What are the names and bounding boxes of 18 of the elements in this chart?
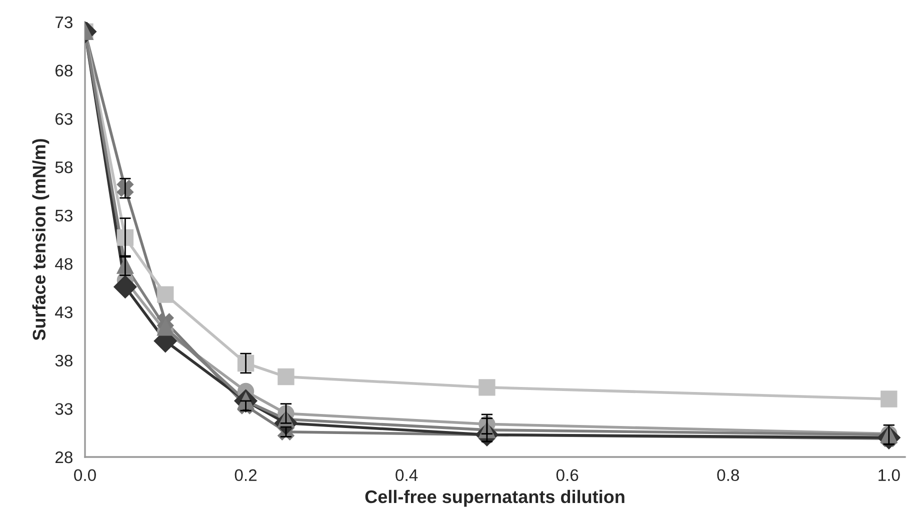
x-axis-title: Cell-free supernatants dilution <box>365 490 624 507</box>
y-tick-label: 33 <box>55 403 72 415</box>
y-tick-label: 38 <box>55 354 72 367</box>
y-tick-label: 48 <box>55 258 72 270</box>
x-tick-label: 0.0 <box>74 469 96 482</box>
y-tick-label: 43 <box>55 306 72 318</box>
y-tick-label: 28 <box>55 451 72 464</box>
y-tick-label: 68 <box>56 64 72 77</box>
x-tick-label: 0.2 <box>234 469 257 482</box>
y-tick-label: 53 <box>55 210 72 222</box>
y-tick-label: 63 <box>56 113 72 125</box>
x-tick-label: 0.8 <box>717 469 739 482</box>
y-tick-label: 73 <box>56 16 72 28</box>
y-axis-title: Surface tension (mN/m) <box>32 139 50 340</box>
y-tick-label: 58 <box>55 161 72 174</box>
x-tick-label: 0.6 <box>556 469 578 482</box>
x-tick-label: 1.0 <box>878 469 900 482</box>
x-tick-label: 0.4 <box>396 469 418 482</box>
